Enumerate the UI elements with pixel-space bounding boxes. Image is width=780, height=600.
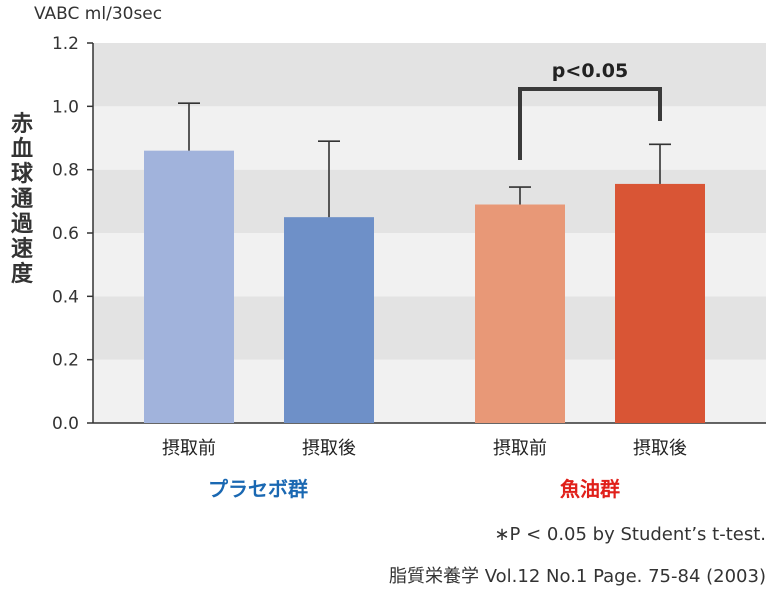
x-tick-label: 摂取後 xyxy=(302,438,356,459)
y-tick-label: 1.2 xyxy=(52,34,79,54)
bar xyxy=(144,150,234,423)
grid-band xyxy=(93,43,766,107)
group-label: プラセボ群 xyxy=(208,477,308,501)
y-axis-label-char: 球 xyxy=(10,162,33,187)
y-tick-label: 0.8 xyxy=(52,161,79,181)
bar xyxy=(475,204,565,423)
y-tick-label: 0.0 xyxy=(52,414,79,434)
y-tick-label: 1.0 xyxy=(52,97,79,117)
significance-label: p<0.05 xyxy=(552,60,628,82)
y-axis-label-char: 過 xyxy=(10,212,33,237)
y-axis-label-char: 通 xyxy=(10,187,33,212)
y-axis-label-char: 度 xyxy=(10,262,33,287)
footnote-statistics: ∗P < 0.05 by Student’s t-test. xyxy=(494,524,766,545)
unit-label: VABC ml/30sec xyxy=(34,4,163,24)
x-tick-label: 摂取前 xyxy=(493,438,547,459)
y-axis-label-char: 速 xyxy=(10,237,33,262)
y-tick-label: 0.2 xyxy=(52,351,79,371)
footnote-source: 脂質栄養学 Vol.12 No.1 Page. 75-84 (2003) xyxy=(389,566,766,587)
group-label: 魚油群 xyxy=(560,477,620,501)
significance-bracket xyxy=(518,87,662,160)
y-axis-label-char: 赤 xyxy=(10,112,33,137)
x-tick-label: 摂取後 xyxy=(633,438,687,459)
y-tick-label: 0.6 xyxy=(52,224,79,244)
y-tick-label: 0.4 xyxy=(52,287,79,307)
bar xyxy=(284,217,374,423)
x-tick-label: 摂取前 xyxy=(162,438,216,459)
y-axis-label-char: 血 xyxy=(10,137,33,162)
bar xyxy=(615,183,705,423)
y-axis-label: 赤 血 球 通 過 速 度 xyxy=(8,112,36,287)
